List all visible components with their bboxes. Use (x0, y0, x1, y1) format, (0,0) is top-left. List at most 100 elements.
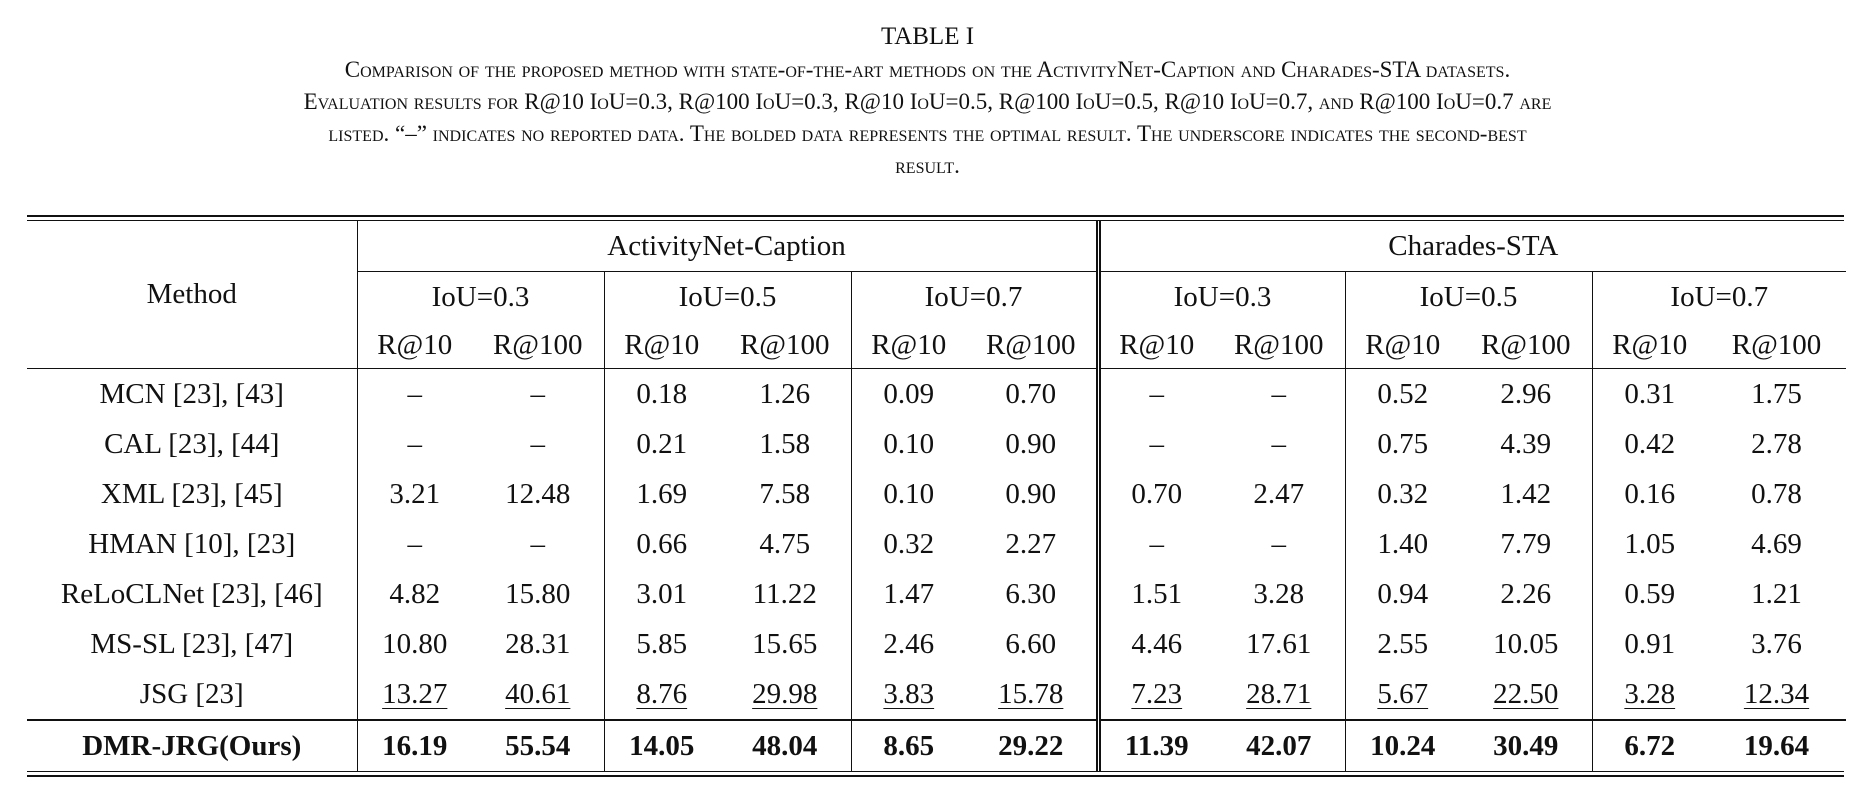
recall-header: R@100 (472, 322, 604, 369)
recall-header: R@100 (1460, 322, 1592, 369)
value-text: 11.39 (1124, 729, 1189, 762)
method-cell: MCN [23], [43] (99, 377, 284, 410)
table-caption: TABLE I Comparison of the proposed metho… (0, 22, 1855, 182)
value-cell: 40.61 (472, 669, 604, 720)
value-cell: 8.76 (603, 669, 719, 720)
header-row-datasets: Method ActivityNet-Caption Charades-STA (27, 221, 1847, 369)
value-text: 1.69 (636, 477, 688, 510)
value-cell: 30.49 (1460, 719, 1592, 771)
method-cell: DMR-JRG(Ours) (27, 719, 357, 771)
value-text: 7.79 (1500, 527, 1552, 560)
method-cell: XML [23], [45] (100, 477, 283, 510)
value-text: 2.27 (1005, 527, 1057, 560)
value-text: 17.61 (1246, 627, 1312, 660)
table-row: HMAN [10], [23] – – 0.66 4.75 0.32 2.27 – – 1.40 7… (27, 519, 1846, 569)
value-text: 0.91 (1624, 627, 1676, 660)
value-text: 15.78 (998, 677, 1064, 710)
value-text: 6.60 (1005, 627, 1057, 660)
value-text: 48.04 (752, 729, 818, 762)
value-text: – (1271, 527, 1287, 560)
value-cell: 19.64 (1707, 719, 1847, 771)
value-cell: 7.79 (1460, 519, 1592, 569)
value-text: 0.09 (883, 377, 935, 410)
value-cell: 2.55 (1344, 619, 1460, 669)
value-cell: – (1095, 519, 1213, 569)
value-text: – (1149, 527, 1165, 560)
value-cell: 0.10 (850, 419, 966, 469)
value-text: 30.49 (1493, 729, 1559, 762)
value-cell: 12.48 (472, 469, 604, 519)
value-text: 13.27 (382, 677, 448, 710)
value-text: – (1271, 427, 1287, 460)
recall-header: R@100 (719, 322, 851, 369)
value-cell: 2.46 (850, 619, 966, 669)
value-cell: 55.54 (472, 719, 604, 771)
value-cell: 0.52 (1344, 368, 1460, 419)
value-cell: 3.76 (1707, 619, 1846, 669)
value-text: 0.75 (1377, 427, 1429, 460)
value-cell: 8.65 (850, 719, 966, 771)
value-cell: 0.59 (1591, 569, 1707, 619)
value-cell: 5.85 (603, 619, 719, 669)
value-cell: 6.30 (966, 569, 1098, 619)
value-cell: 4.82 (356, 569, 472, 619)
value-text: 2.78 (1751, 427, 1802, 460)
value-cell: – (1213, 419, 1345, 469)
value-cell: 12.34 (1707, 669, 1846, 720)
value-cell: 11.39 (1095, 719, 1213, 771)
value-text: 0.59 (1624, 577, 1676, 610)
value-cell: – (1095, 419, 1213, 469)
value-cell: – (1213, 369, 1345, 420)
value-cell: – (1095, 368, 1213, 419)
value-cell: 0.78 (1707, 469, 1846, 519)
method-cell: MS-SL [23], [47] (90, 627, 294, 660)
value-cell: 1.69 (603, 469, 719, 519)
value-cell: 2.47 (1213, 469, 1345, 519)
value-text: 0.90 (1005, 477, 1057, 510)
table-row: MS-SL [23], [47] 10.80 28.31 5.85 15.65 2.46 6… (27, 619, 1846, 669)
value-text: 10.05 (1493, 627, 1559, 660)
caption-line: result. (895, 153, 960, 178)
value-cell: 7.58 (719, 469, 851, 519)
value-text: 0.94 (1377, 577, 1429, 610)
value-text: 3.01 (636, 577, 688, 610)
value-text: 4.46 (1131, 627, 1183, 660)
value-cell: 1.26 (719, 369, 851, 420)
recall-header: R@10 (603, 322, 719, 369)
value-text: 4.39 (1500, 427, 1552, 460)
value-cell: 3.01 (603, 569, 719, 619)
value-text: 7.58 (759, 477, 811, 510)
results-table-container: Method ActivityNet-Caption Charades-STA … (27, 215, 1847, 777)
value-text: 7.23 (1131, 677, 1183, 710)
value-cell: 3.83 (850, 669, 966, 720)
value-text: 5.67 (1377, 677, 1429, 710)
value-text: 0.32 (1377, 477, 1429, 510)
recall-header: R@10 (1591, 322, 1707, 369)
value-cell: 17.61 (1213, 619, 1345, 669)
value-cell: 1.40 (1344, 519, 1460, 569)
value-cell: 0.18 (603, 368, 719, 419)
value-text: 0.66 (636, 527, 688, 560)
value-text: 19.64 (1743, 729, 1810, 762)
value-cell: 0.75 (1344, 419, 1460, 469)
table-row: JSG [23] 13.27 40.61 8.76 29.98 3.83 15.78 7.23… (27, 669, 1846, 720)
top-rule (27, 215, 1844, 217)
iou-header: IoU=0.5 (1344, 271, 1592, 322)
value-cell: 0.70 (1095, 469, 1213, 519)
recall-header: R@100 (1213, 322, 1345, 369)
method-cell: JSG [23] (139, 677, 244, 710)
method-cell: HMAN [10], [23] (88, 527, 296, 560)
value-cell: 1.21 (1707, 569, 1846, 619)
method-cell: ReLoCLNet [23], [46] (60, 577, 323, 610)
value-text: 3.83 (883, 677, 935, 710)
value-text: 22.50 (1493, 677, 1559, 710)
table-row: ReLoCLNet [23], [46] 4.82 15.80 3.01 11.22 1.… (27, 569, 1846, 619)
value-cell: 48.04 (719, 719, 851, 771)
value-cell: 4.69 (1707, 519, 1846, 569)
value-text: 0.78 (1751, 477, 1802, 510)
caption-text: Comparison of the proposed method with s… (0, 54, 1855, 182)
value-cell: 0.94 (1344, 569, 1460, 619)
recall-header: R@100 (1707, 322, 1847, 369)
value-text: 16.19 (382, 729, 448, 762)
value-text: 0.18 (636, 377, 688, 410)
